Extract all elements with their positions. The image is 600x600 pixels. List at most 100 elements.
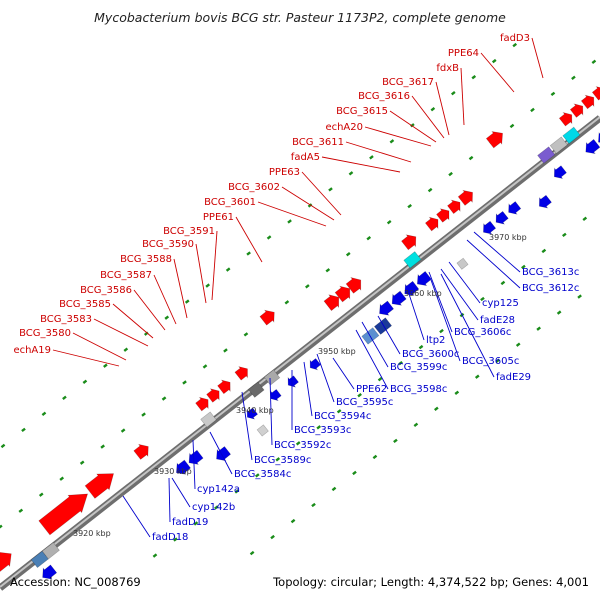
- gene-label-ltp2-leader: [408, 293, 425, 341]
- tick-dot: [193, 521, 199, 526]
- tick-dot: [582, 216, 588, 222]
- tick-dot: [410, 123, 415, 128]
- gene-label-bcg-3585-leader: [112, 303, 154, 339]
- gene-label-cyp142a: cyp142a: [197, 484, 240, 495]
- forward-gene: [447, 199, 461, 215]
- forward-gene: [334, 285, 351, 303]
- reverse-gene: [508, 201, 522, 215]
- tick-dot: [357, 393, 362, 398]
- tick-dot: [120, 428, 126, 433]
- gene-label-bcg-3606c-leader: [428, 271, 453, 333]
- gene-label-bcg-3590: BCG_3590: [142, 239, 194, 250]
- tick-dot: [225, 267, 231, 272]
- tick-dot: [512, 42, 518, 48]
- tick-dot: [243, 332, 249, 337]
- gene-label-bcg-3615-leader: [389, 110, 437, 143]
- tick-dot: [386, 219, 392, 225]
- tick-dot: [79, 460, 85, 465]
- gene-label-bcg-3587-leader: [153, 274, 177, 325]
- gene-label-bcg-3586-leader: [133, 289, 166, 331]
- scale-label: 3970 kbp: [489, 233, 527, 242]
- gene-label-bcg-3595c: BCG_3595c: [336, 397, 393, 408]
- tick-dot: [223, 348, 228, 353]
- gene-label-ppe61-leader: [235, 216, 263, 263]
- gene-label-ppe63: PPE63: [269, 167, 300, 178]
- gene-label-bcg-3593c: BCG_3593c: [294, 425, 351, 436]
- tick-dot: [369, 155, 374, 160]
- tick-dot: [328, 187, 333, 192]
- forward-gene: [259, 309, 275, 326]
- gene-label-fdxb: fdxB: [436, 63, 459, 74]
- forward-gene: [84, 473, 114, 499]
- gene-label-bcg-3580: BCG_3580: [19, 328, 71, 339]
- tick-dot: [266, 235, 272, 240]
- tick-dot: [270, 534, 275, 540]
- genome-summary-text: Topology: circular; Length: 4,374,522 bp…: [272, 575, 589, 589]
- gene-label-bcg-3599c: BCG_3599c: [390, 362, 447, 373]
- tick-dot: [141, 412, 146, 417]
- gene-label-bcg-3598c: BCG_3598c: [390, 384, 447, 395]
- gene-label-bcg-3606c: BCG_3606c: [454, 327, 511, 338]
- tick-dot: [471, 74, 477, 80]
- gene-label-bcg-3584c-leader: [209, 431, 233, 475]
- gene-label-bcg-3586: BCG_3586: [80, 285, 132, 296]
- scale-label: 3920 kbp: [73, 529, 111, 538]
- tick-dot: [0, 524, 3, 529]
- tick-dot: [311, 502, 316, 508]
- tick-dot: [21, 427, 26, 433]
- misc-feature: [200, 411, 217, 428]
- gene-label-fadd3-leader: [531, 37, 544, 79]
- gene-label-bcg-3612c: BCG_3612c: [522, 283, 579, 294]
- tick-dot: [550, 91, 556, 97]
- forward-gene: [424, 216, 439, 232]
- forward-gene: [401, 234, 417, 251]
- genome-backbone: [0, 115, 600, 591]
- tick-dot: [515, 342, 521, 347]
- gene-label-bcg-3602-leader: [281, 186, 335, 221]
- gene-label-bcg-3605c-leader: [430, 279, 461, 362]
- gene-label-fade29-leader: [440, 273, 495, 378]
- gene-label-fade29: fadE29: [496, 372, 531, 383]
- gene-label-bcg-3602: BCG_3602: [228, 182, 280, 193]
- tick-dot: [491, 58, 497, 64]
- gene-label-bcg-3613c: BCG_3613c: [522, 267, 579, 278]
- tick-dot: [18, 508, 24, 513]
- tick-dot: [372, 454, 378, 460]
- reverse-gene: [495, 210, 509, 225]
- tick-dot: [427, 187, 433, 193]
- tick-dot: [541, 248, 547, 254]
- tick-dot: [556, 310, 562, 315]
- gene-label-ppe64-leader: [480, 52, 515, 93]
- tick-dot: [234, 489, 240, 494]
- tick-dot: [325, 268, 331, 273]
- tick-dot: [41, 411, 47, 417]
- tick-dot: [82, 379, 88, 384]
- gene-label-fada5-leader: [321, 156, 401, 173]
- reverse-gene: [538, 194, 552, 209]
- gene-label-cyp142b-leader: [171, 477, 191, 508]
- gene-label-echa20-leader: [364, 126, 432, 147]
- tick-dot: [336, 409, 342, 414]
- map-title: Mycobacterium bovis BCG str. Pasteur 117…: [94, 10, 506, 25]
- gene-label-fadd18: fadD18: [152, 532, 188, 543]
- tick-dot: [164, 315, 170, 320]
- gene-label-bcg-3611-leader: [345, 141, 412, 163]
- tick-dot: [352, 470, 357, 476]
- gene-label-fadd3: fadD3: [500, 33, 530, 44]
- gene-label-bcg-3595c-leader: [316, 353, 335, 403]
- reverse-gene: [309, 358, 322, 371]
- tick-dot: [345, 252, 351, 257]
- forward-gene: [558, 111, 573, 127]
- misc-feature: [373, 317, 393, 335]
- tick-dot: [407, 203, 412, 209]
- gene-label-echa19-leader: [52, 349, 120, 367]
- tick-dot: [448, 171, 453, 177]
- tick-dot: [439, 328, 444, 334]
- tick-dot: [275, 457, 281, 462]
- gene-label-cyp142b: cyp142b: [192, 502, 235, 513]
- gene-label-bcg-3584c: BCG_3584c: [234, 469, 291, 480]
- tick-dot: [246, 251, 251, 256]
- accession-text: Accession: NC_008769: [10, 575, 141, 589]
- gene-label-ppe63-leader: [301, 171, 342, 216]
